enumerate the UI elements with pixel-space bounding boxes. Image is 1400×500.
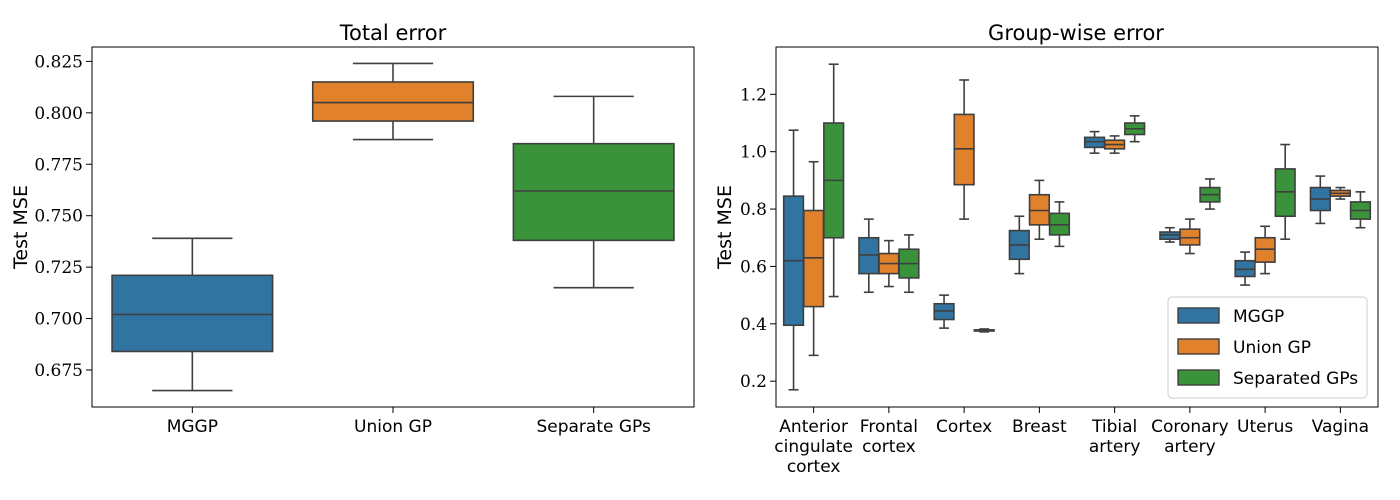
- box-separated-gps: [1124, 115, 1146, 143]
- x-tick-label: artery: [1089, 437, 1141, 457]
- y-tick-label: 0.775: [34, 155, 83, 175]
- x-tick-label: Tibial: [1091, 417, 1137, 437]
- group-wise-error-panel: Group-wise error Test MSE 0.2 0.4 0.6 0.8 1.…: [714, 21, 1379, 477]
- y-tick-label: 0.8: [740, 200, 767, 220]
- box-union-gp: [1254, 225, 1276, 275]
- y-tick-label: 0.725: [34, 258, 83, 278]
- box-union-gp: [878, 239, 900, 288]
- box-union-gp: [953, 79, 975, 220]
- x-tick-label: cortex: [862, 437, 916, 457]
- box-mggp: [933, 294, 955, 329]
- x-tick-label: artery: [1164, 437, 1216, 457]
- x-tick-label: Breast: [1012, 417, 1067, 437]
- legend-label: Union GP: [1233, 338, 1311, 358]
- box-separated-gps: [1349, 191, 1372, 229]
- y-axis-label: Test MSE: [10, 185, 32, 270]
- y-tick-label: 0.675: [34, 361, 83, 381]
- y-tick-label: 0.800: [34, 104, 83, 124]
- x-tick-label: Vagina: [1312, 417, 1369, 437]
- box-separated-gps: [973, 328, 995, 333]
- x-tick-label: cingulate: [774, 437, 853, 457]
- x-tick-label: Uterus: [1237, 417, 1293, 437]
- x-tick-label: Cortex: [936, 417, 992, 437]
- box-separated-gps: [823, 63, 845, 298]
- box-separated-gps: [1274, 143, 1296, 240]
- y-tick-label: 0.825: [34, 52, 83, 72]
- box-union-gp: [1179, 218, 1201, 255]
- box-iqr: [512, 142, 675, 242]
- box-union-gp: [1103, 135, 1126, 154]
- box-mggp: [1309, 175, 1331, 225]
- box-mggp: [111, 237, 274, 392]
- x-tick-label: Separate GPs: [536, 417, 651, 437]
- y-tick-label: 0.6: [740, 257, 767, 277]
- total-error-panel: Total error Test MSE 0.675 0.700 0.725 0.75…: [10, 21, 695, 437]
- chart-title: Total error: [339, 21, 447, 45]
- x-tick-label: Frontal: [860, 417, 918, 437]
- x-tick-label: Union GP: [354, 417, 432, 437]
- legend-label: Separated GPs: [1233, 369, 1358, 389]
- box-separated-gps: [1048, 201, 1071, 248]
- y-tick-label: 1.2: [740, 85, 767, 105]
- y-tick-label: 0.700: [34, 310, 83, 330]
- x-tick-label: MGGP: [167, 417, 218, 437]
- box-mggp: [1234, 251, 1256, 286]
- box-iqr: [111, 274, 274, 353]
- legend-label: MGGP: [1233, 307, 1284, 327]
- y-axis-label: Test MSE: [714, 185, 736, 270]
- box-mggp: [1008, 215, 1030, 275]
- box-separate-gps: [512, 95, 675, 289]
- y-tick-label: 0.4: [740, 315, 767, 335]
- y-tick-label: 0.750: [34, 207, 83, 227]
- y-tick-label: 1.0: [740, 143, 767, 163]
- legend-swatch: [1177, 369, 1220, 386]
- box-union-gp: [802, 160, 825, 357]
- plot-frame: [775, 46, 1379, 408]
- box-union-gp: [1329, 186, 1352, 200]
- box-mggp: [782, 129, 805, 391]
- x-tick-label: cortex: [787, 457, 841, 477]
- box-mggp: [858, 218, 880, 294]
- box-separated-gps: [1199, 178, 1221, 210]
- box-union-gp: [1028, 179, 1051, 240]
- y-tick-label: 0.2: [740, 372, 767, 392]
- chart-title: Group-wise error: [988, 21, 1164, 45]
- x-tick-label: Anterior: [779, 417, 848, 437]
- legend-swatch: [1177, 307, 1220, 324]
- box-separated-gps: [898, 234, 920, 294]
- box-mggp: [1083, 130, 1106, 154]
- box-mggp: [1159, 226, 1181, 243]
- legend-swatch: [1177, 338, 1220, 355]
- box-union-gp: [311, 62, 475, 141]
- legend: MGGP Union GP Separated GPs: [1167, 296, 1368, 399]
- x-tick-label: Coronary: [1151, 417, 1229, 437]
- box-iqr: [311, 81, 475, 122]
